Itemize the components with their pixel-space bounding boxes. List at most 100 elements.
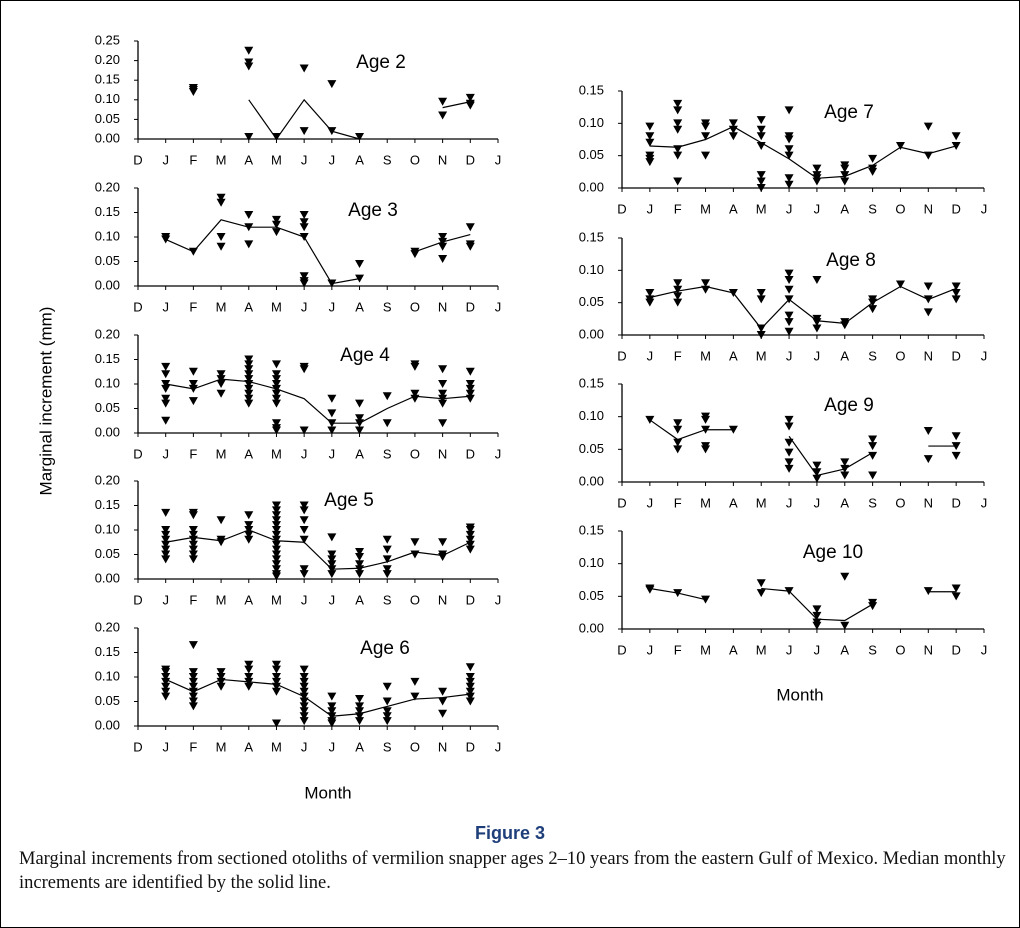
panel-title: Age 10 <box>803 542 863 563</box>
data-point <box>244 677 254 686</box>
median-line <box>649 125 957 179</box>
data-point <box>951 132 961 141</box>
data-point <box>438 380 448 388</box>
x-tick-label: M <box>700 348 711 363</box>
data-point <box>701 151 711 160</box>
x-axis-label: Month <box>776 685 823 704</box>
x-tick-label: A <box>355 739 364 754</box>
panel-title: Age 8 <box>826 250 876 271</box>
x-tick-label: A <box>840 348 849 363</box>
data-point <box>951 141 961 150</box>
x-tick-label: J <box>814 348 821 363</box>
data-point <box>244 355 254 364</box>
data-point <box>271 719 281 728</box>
data-point <box>327 570 337 579</box>
data-point <box>271 375 281 384</box>
x-tick-label: N <box>924 642 933 657</box>
data-point <box>756 132 766 141</box>
x-tick-label: M <box>271 739 282 754</box>
data-point <box>161 682 171 691</box>
y-tick-label: 0.00 <box>95 130 120 145</box>
data-point <box>438 97 448 106</box>
data-point <box>271 565 281 574</box>
data-point <box>244 682 254 691</box>
data-point <box>355 717 365 726</box>
data-point <box>327 426 337 435</box>
data-point <box>355 259 365 268</box>
data-point <box>923 308 933 317</box>
data-point <box>382 570 392 579</box>
data-point <box>645 298 655 307</box>
data-point <box>673 119 683 128</box>
data-point <box>161 362 171 371</box>
x-tick-label: J <box>647 642 654 657</box>
data-point <box>271 399 281 408</box>
x-tick-label: J <box>786 642 793 657</box>
data-point <box>673 279 683 288</box>
y-tick-label: 0.20 <box>95 52 120 67</box>
x-tick-label: J <box>301 446 308 461</box>
x-tick-label: O <box>410 299 420 314</box>
data-point <box>271 530 281 539</box>
data-point <box>188 397 198 406</box>
y-tick-label: 0.00 <box>579 473 604 488</box>
x-tick-label: A <box>244 299 253 314</box>
data-point <box>299 717 309 726</box>
data-point <box>216 668 226 677</box>
data-point <box>645 158 655 167</box>
data-point <box>188 530 198 539</box>
data-point <box>465 687 475 696</box>
x-tick-label: M <box>271 446 282 461</box>
median-line <box>165 678 471 717</box>
data-point <box>188 540 198 549</box>
data-point <box>895 141 905 150</box>
data-point <box>327 279 337 288</box>
y-tick-label: 0.25 <box>95 32 120 47</box>
y-tick-label: 0.10 <box>579 555 604 570</box>
x-tick-label: N <box>438 446 447 461</box>
data-point <box>216 380 226 388</box>
data-point <box>382 419 392 428</box>
data-point <box>465 394 475 403</box>
data-point <box>244 665 254 674</box>
x-tick-label: F <box>674 201 682 216</box>
data-point <box>188 682 198 691</box>
data-point <box>812 177 822 186</box>
median-line <box>248 98 360 141</box>
data-point <box>438 419 448 428</box>
data-point <box>271 687 281 696</box>
data-point <box>327 419 337 428</box>
x-tick-label: A <box>729 201 738 216</box>
x-tick-label: A <box>355 152 364 167</box>
data-point <box>701 445 711 454</box>
data-point <box>410 394 420 403</box>
data-point <box>271 506 281 515</box>
y-tick-label: 0.15 <box>579 82 604 97</box>
data-point <box>784 145 794 154</box>
data-point <box>465 692 475 701</box>
y-tick-label: 0.15 <box>95 351 120 366</box>
data-point <box>784 587 794 596</box>
data-point <box>895 280 905 289</box>
data-point <box>271 535 281 544</box>
x-tick-label: M <box>756 201 767 216</box>
x-tick-label: J <box>495 739 502 754</box>
data-point <box>923 122 933 131</box>
data-point <box>299 210 309 219</box>
data-point <box>244 660 254 669</box>
data-point <box>161 540 171 549</box>
data-point <box>673 106 683 115</box>
data-point <box>673 419 683 428</box>
x-tick-label: A <box>840 495 849 510</box>
data-point <box>299 692 309 701</box>
data-point <box>645 138 655 147</box>
data-point <box>410 250 420 259</box>
data-point <box>244 394 254 403</box>
y-tick-label: 0.20 <box>95 472 120 487</box>
x-tick-label: O <box>895 495 905 510</box>
x-tick-label: F <box>189 299 197 314</box>
x-tick-label: O <box>895 642 905 657</box>
x-tick-label: O <box>895 201 905 216</box>
x-tick-label: M <box>700 642 711 657</box>
data-point <box>216 370 226 379</box>
